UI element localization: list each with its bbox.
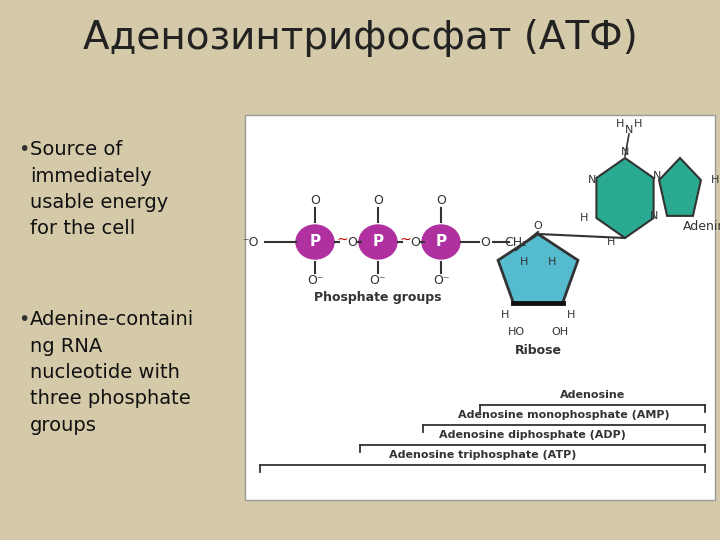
Text: H: H — [616, 119, 624, 129]
Text: CH₂: CH₂ — [505, 235, 528, 248]
Text: Adenine: Adenine — [683, 219, 720, 233]
Text: P: P — [436, 234, 446, 249]
Ellipse shape — [359, 225, 397, 259]
Text: H: H — [567, 310, 575, 320]
Text: Adenine-containi
ng RNA
nucleotide with
three phosphate
groups: Adenine-containi ng RNA nucleotide with … — [30, 310, 194, 435]
Polygon shape — [659, 158, 701, 216]
Polygon shape — [596, 158, 654, 238]
Text: N: N — [625, 125, 633, 135]
Text: N: N — [588, 175, 596, 185]
Text: O: O — [310, 194, 320, 207]
Text: N: N — [621, 147, 629, 157]
Text: O: O — [436, 194, 446, 207]
Text: H: H — [520, 257, 528, 267]
Text: Phosphate groups: Phosphate groups — [314, 291, 442, 303]
Text: O: O — [534, 221, 542, 231]
Text: H: H — [634, 119, 642, 129]
Polygon shape — [498, 234, 578, 303]
Text: Ribose: Ribose — [515, 343, 562, 356]
Bar — [245, 115, 715, 500]
Text: H: H — [607, 237, 615, 247]
Text: O⁻: O⁻ — [433, 274, 449, 287]
Text: O⁻: O⁻ — [370, 274, 386, 287]
Text: O: O — [410, 235, 420, 248]
Text: H: H — [501, 310, 510, 320]
Text: O⁻: O⁻ — [307, 274, 323, 287]
Text: ~: ~ — [337, 233, 348, 247]
Text: ~: ~ — [400, 233, 411, 247]
Text: Adenosine diphosphate (ADP): Adenosine diphosphate (ADP) — [439, 430, 626, 440]
Text: Adenosine: Adenosine — [560, 390, 625, 400]
Text: H: H — [711, 175, 719, 185]
Text: H: H — [548, 257, 556, 267]
Ellipse shape — [422, 225, 460, 259]
Text: Adenosine triphosphate (ATP): Adenosine triphosphate (ATP) — [389, 450, 576, 460]
Text: H: H — [580, 213, 588, 223]
Text: Аденозинтрифосфат (АТФ): Аденозинтрифосфат (АТФ) — [83, 19, 637, 57]
Text: •: • — [18, 310, 30, 329]
Text: P: P — [372, 234, 384, 249]
Text: ⁻O: ⁻O — [243, 235, 259, 248]
Text: O: O — [373, 194, 383, 207]
Text: Source of
immediately
usable energy
for the cell: Source of immediately usable energy for … — [30, 140, 168, 239]
Text: O: O — [480, 235, 490, 248]
Text: OH: OH — [552, 327, 569, 337]
Text: HO: HO — [508, 327, 525, 337]
Text: N: N — [649, 211, 658, 221]
Text: P: P — [310, 234, 320, 249]
Text: Adenosine monophosphate (AMP): Adenosine monophosphate (AMP) — [458, 410, 670, 420]
Text: N: N — [653, 171, 661, 181]
Text: O: O — [348, 235, 357, 248]
Text: •: • — [18, 140, 30, 159]
Ellipse shape — [296, 225, 334, 259]
